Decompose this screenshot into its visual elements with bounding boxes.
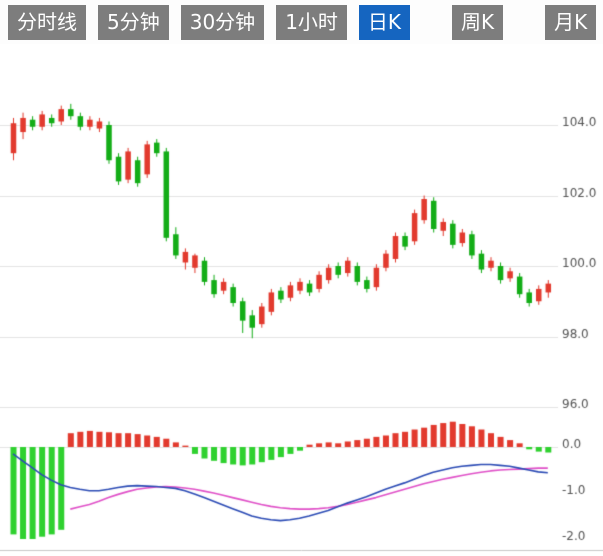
kline-chart-area [0,44,603,556]
tab-30min[interactable]: 30分钟 [180,5,265,40]
tab-weekly-k[interactable]: 周K [452,5,504,40]
tab-time-line[interactable]: 分时线 [8,5,86,40]
candlestick-macd-canvas[interactable] [0,44,603,556]
tab-daily-k[interactable]: 日K [358,5,411,40]
interval-toolbar: 分时线 5分钟 30分钟 1小时 日K 周K 月K [0,0,603,44]
tab-monthly-k[interactable]: 月K [545,5,597,40]
tab-5min[interactable]: 5分钟 [98,5,169,40]
tab-1hour[interactable]: 1小时 [276,5,347,40]
